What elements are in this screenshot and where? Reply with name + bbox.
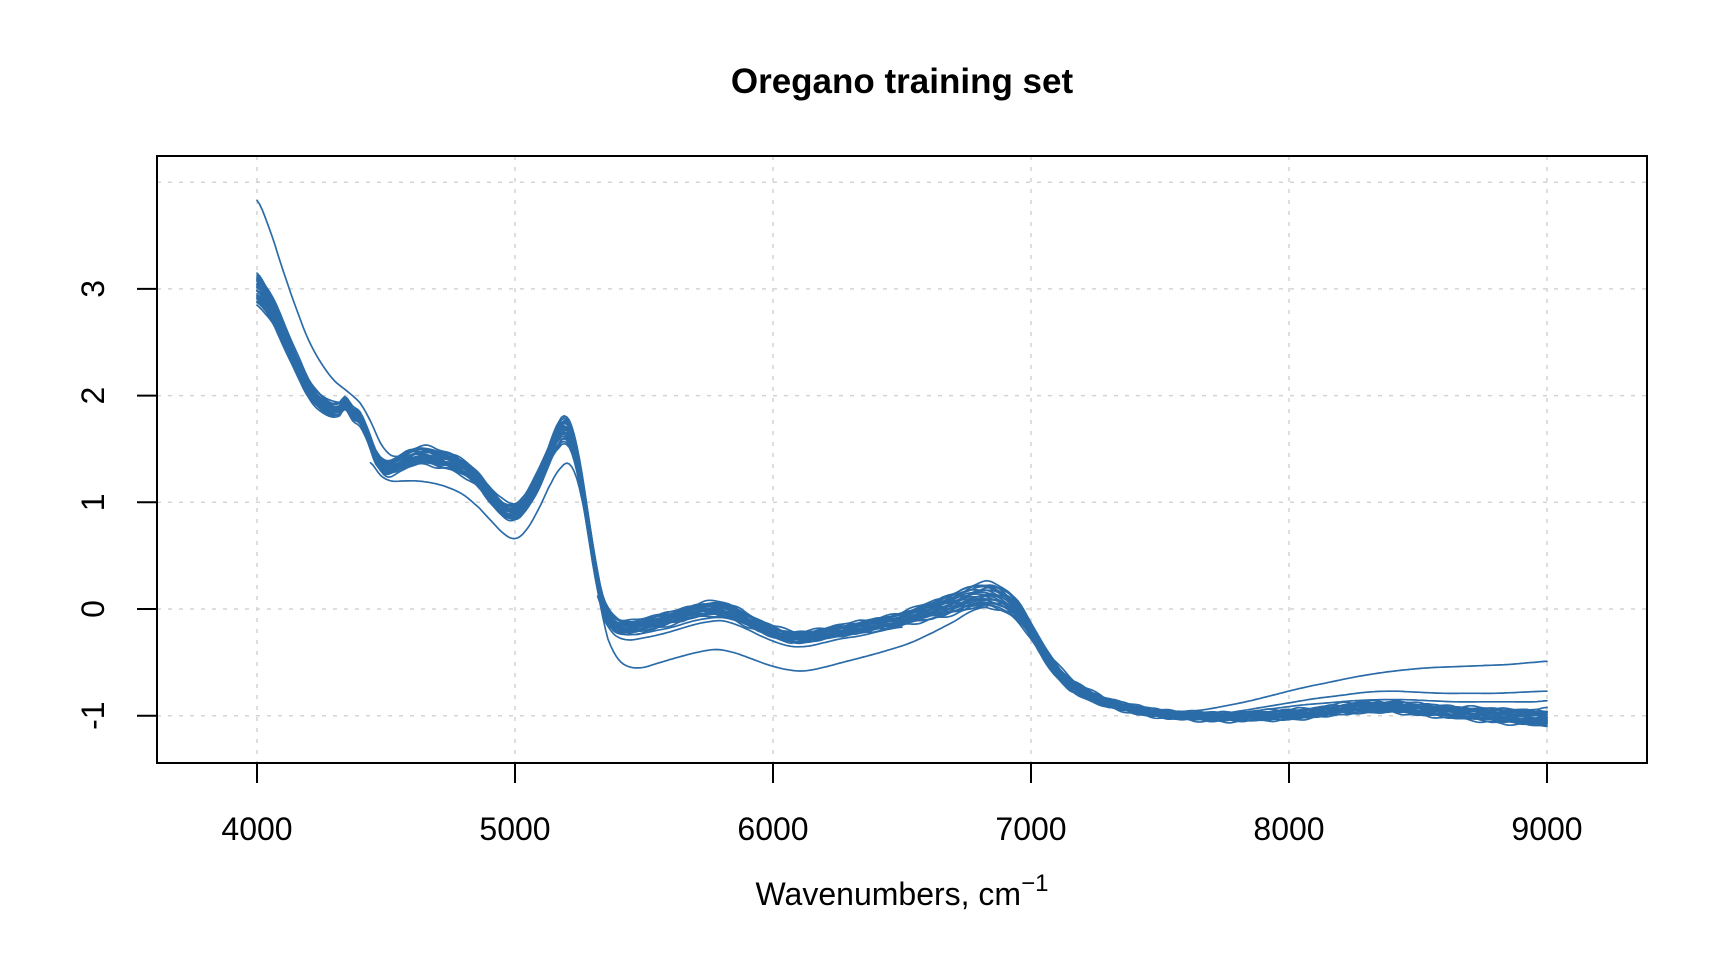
spectrum-line: [256, 296, 1548, 723]
spectra-lines: [256, 199, 1548, 728]
spectrum-line: [256, 290, 1548, 723]
spectrum-line-outlier: [596, 595, 903, 648]
spectrum-line-outlier: [1120, 660, 1548, 713]
x-axis-title-text: Wavenumbers, cm: [756, 876, 1022, 912]
spectrum-line: [256, 280, 1548, 717]
spectrum-line: [256, 295, 1548, 724]
spectrum-line: [256, 297, 1548, 726]
x-axis-title-superscript: −1: [1021, 870, 1048, 897]
y-tick-label: 3: [75, 280, 111, 298]
x-axis-title: Wavenumbers, cm−1: [756, 870, 1049, 912]
x-tick-label: 6000: [737, 811, 808, 847]
y-tick-label: 1: [75, 493, 111, 511]
spectrum-line: [256, 274, 1548, 716]
spectrum-line: [256, 301, 1548, 728]
chart-title: Oregano training set: [731, 62, 1074, 101]
spectrum-line-outlier: [1159, 690, 1548, 717]
spectrum-line-outlier: [1172, 698, 1548, 718]
y-tick-label: -1: [75, 701, 111, 729]
spectrum-line: [256, 294, 1548, 722]
spectrum-line-outlier: [369, 461, 988, 672]
x-tick-label: 4000: [221, 811, 292, 847]
y-tick-label: 2: [75, 387, 111, 405]
spectrum-line: [256, 286, 1548, 719]
spectrum-line: [256, 300, 1548, 726]
spectrum-line-outlier: [256, 199, 418, 458]
spectrum-line: [256, 286, 1548, 720]
x-tick-label: 8000: [1253, 811, 1324, 847]
spectrum-line: [256, 285, 1548, 720]
spectrum-line: [256, 278, 1548, 718]
spectrum-line-outlier: [601, 608, 883, 644]
spectrum-line: [256, 289, 1548, 721]
y-tick-label: 0: [75, 600, 111, 618]
plot-frame: [156, 155, 1648, 764]
spectrum-line: [256, 292, 1548, 721]
spectrum-line: [256, 277, 1548, 717]
spectrum-line: [256, 272, 1548, 716]
spectrum-line: [256, 282, 1548, 719]
x-tick-label: 7000: [995, 811, 1066, 847]
x-tick-label: 5000: [479, 811, 550, 847]
gridlines: [157, 156, 1647, 763]
spectrum-line: [256, 279, 1548, 717]
spectrum-line: [256, 297, 1548, 727]
spectrum-line: [256, 304, 1548, 727]
spectrum-line: [256, 289, 1548, 721]
spectrum-line: [256, 276, 1548, 716]
axes: 4000 5000 6000 7000 8000 9000 -1 0 1 2 3: [75, 280, 1583, 847]
x-tick-label: 9000: [1511, 811, 1582, 847]
spectrum-line: [256, 283, 1548, 719]
